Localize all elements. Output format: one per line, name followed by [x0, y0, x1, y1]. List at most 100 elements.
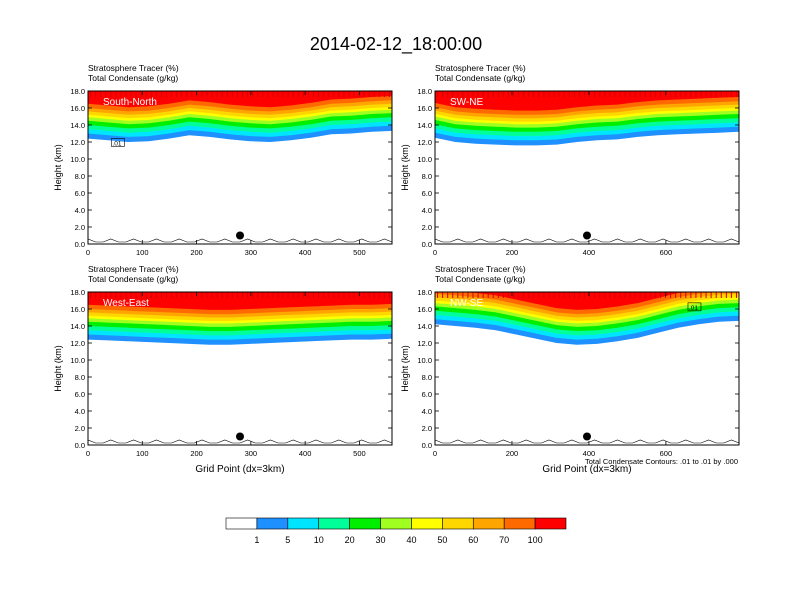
y-tick-label: 16.0 [417, 305, 432, 314]
y-tick-label: 0.0 [422, 441, 432, 450]
y-tick-label: 8.0 [422, 373, 432, 382]
location-marker [583, 432, 591, 441]
colorbar-swatch [534, 517, 567, 530]
panel-label: South-North [103, 97, 157, 108]
y-tick-label: 6.0 [422, 390, 432, 399]
y-tick-label: 8.0 [75, 172, 85, 181]
contour-label: .01 [689, 305, 698, 312]
y-tick-label: 2.0 [422, 424, 432, 433]
colorbar-label: 30 [376, 535, 386, 545]
x-tick-label: 600 [660, 449, 673, 458]
figure-title: 2014-02-12_18:00:00 [310, 34, 482, 55]
x-tick-label: 400 [583, 248, 596, 257]
y-axis-label: Height (km) [400, 345, 410, 392]
y-tick-label: 0.0 [422, 240, 432, 249]
panel-label: NW-SE [450, 298, 483, 309]
y-tick-label: 18.0 [70, 288, 85, 297]
x-tick-label: 400 [299, 449, 312, 458]
colorbar-swatch [472, 517, 505, 530]
colorbar-swatch [380, 517, 412, 530]
location-marker [583, 231, 591, 240]
colorbar-swatch [225, 517, 258, 530]
x-tick-label: 500 [353, 449, 366, 458]
subtitle-tracer: Stratosphere Tracer (%) [435, 264, 526, 274]
colorbar-swatch [287, 517, 320, 530]
y-tick-label: 2.0 [422, 223, 432, 232]
colorbar-swatch [256, 517, 289, 530]
y-tick-label: 4.0 [75, 407, 85, 416]
plot-frame [87, 291, 393, 446]
subtitle-tracer: Stratosphere Tracer (%) [88, 264, 179, 274]
y-tick-label: 18.0 [70, 87, 85, 96]
y-tick-label: 10.0 [70, 155, 85, 164]
y-tick-label: 6.0 [75, 390, 85, 399]
y-tick-label: 2.0 [75, 223, 85, 232]
tracer-band-10 [88, 292, 392, 310]
x-tick-label: 200 [506, 449, 519, 458]
y-tick-label: 18.0 [417, 87, 432, 96]
location-marker [236, 231, 244, 240]
colorbar-swatch [503, 517, 536, 530]
y-tick-label: 10.0 [70, 356, 85, 365]
surface-contour [434, 238, 740, 243]
panel-label: West-East [103, 298, 149, 309]
colorbar-swatch [411, 517, 443, 530]
colorbar-swatch [442, 517, 474, 530]
subtitle-condensate: Total Condensate (g/kg) [88, 73, 178, 83]
y-tick-label: 6.0 [422, 189, 432, 198]
y-tick-label: 10.0 [417, 356, 432, 365]
x-tick-label: 100 [136, 449, 149, 458]
panels: Stratosphere Tracer (%)Total Condensate … [53, 63, 740, 475]
colorbar-label: 70 [499, 535, 509, 545]
panel-label: SW-NE [450, 97, 483, 108]
y-tick-label: 0.0 [75, 240, 85, 249]
tracer-band-10 [435, 91, 739, 111]
y-tick-label: 16.0 [417, 104, 432, 113]
plot-frame [87, 90, 393, 245]
x-tick-label: 0 [433, 248, 437, 257]
x-tick-label: 200 [190, 449, 203, 458]
colorbar-label: 20 [345, 535, 355, 545]
tracer-band-10 [435, 292, 739, 310]
x-axis-label: Grid Point (dx=3km) [542, 464, 631, 475]
y-tick-label: 4.0 [422, 206, 432, 215]
colorbar-label: 10 [314, 535, 324, 545]
plot-frame [434, 291, 740, 446]
colorbar-label: 5 [285, 535, 290, 545]
y-tick-label: 6.0 [75, 189, 85, 198]
colorbar-label: 60 [468, 535, 478, 545]
y-tick-label: 2.0 [75, 424, 85, 433]
panel-sw-ne: Stratosphere Tracer (%)Total Condensate … [400, 63, 740, 257]
y-tick-label: 12.0 [417, 138, 432, 147]
colorbar-swatch [318, 517, 350, 530]
colorbar-swatch [349, 517, 381, 530]
y-tick-label: 18.0 [417, 288, 432, 297]
y-tick-label: 14.0 [417, 121, 432, 130]
subtitle-condensate: Total Condensate (g/kg) [88, 274, 178, 284]
colorbar: 1 5 10 20 30 40 50 60 70 100 [225, 517, 567, 545]
x-tick-label: 400 [299, 248, 312, 257]
panel-west-east: Stratosphere Tracer (%)Total Condensate … [53, 264, 393, 475]
x-tick-label: 0 [86, 449, 90, 458]
footnote: Total Condensate Contours: .01 to .01 by… [585, 457, 738, 466]
y-tick-label: 14.0 [417, 322, 432, 331]
y-tick-label: 10.0 [417, 155, 432, 164]
y-tick-label: 8.0 [75, 373, 85, 382]
y-tick-label: 8.0 [422, 172, 432, 181]
tracer-band-10 [88, 91, 392, 108]
surface-contour [87, 439, 393, 444]
y-tick-label: 12.0 [70, 339, 85, 348]
colorbar-label: 1 [254, 535, 259, 545]
panel-nw-se: Stratosphere Tracer (%)Total Condensate … [400, 264, 740, 475]
location-marker [236, 432, 244, 441]
subtitle-condensate: Total Condensate (g/kg) [435, 274, 525, 284]
subtitle-tracer: Stratosphere Tracer (%) [88, 63, 179, 73]
colorbar-label: 100 [528, 535, 543, 545]
y-axis-label: Height (km) [53, 345, 63, 392]
surface-contour [87, 238, 393, 243]
x-tick-label: 500 [353, 248, 366, 257]
y-axis-label: Height (km) [400, 144, 410, 191]
x-tick-label: 300 [245, 248, 258, 257]
panel-south-north: Stratosphere Tracer (%)Total Condensate … [53, 63, 393, 257]
